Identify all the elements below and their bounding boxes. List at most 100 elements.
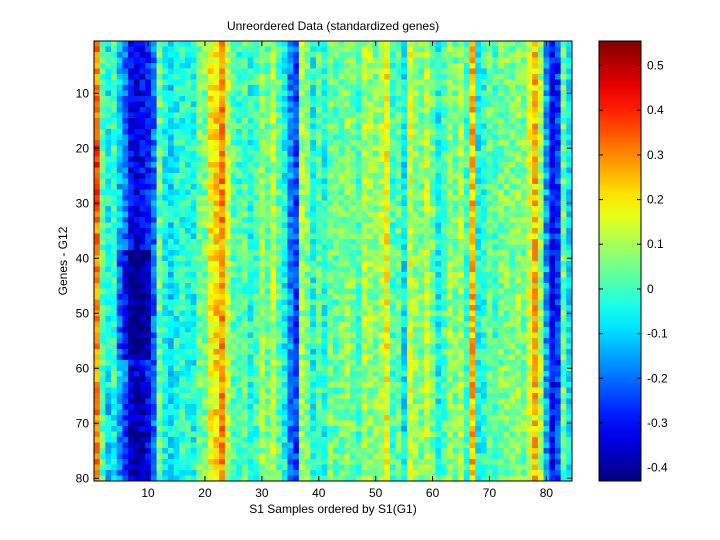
heatmap-cell — [298, 255, 305, 262]
heatmap-cell — [344, 85, 351, 91]
heatmap-cell — [475, 107, 482, 113]
heatmap-cell — [99, 294, 106, 300]
heatmap-cell — [469, 294, 476, 300]
heatmap-cell — [236, 272, 243, 278]
heatmap-cell — [281, 310, 288, 317]
heatmap-cell — [190, 200, 197, 207]
heatmap-cell — [281, 239, 288, 245]
heatmap-cell — [179, 288, 186, 295]
heatmap-cell — [236, 134, 243, 141]
heatmap-cell — [418, 327, 425, 333]
heatmap-cell — [492, 41, 499, 47]
heatmap-cell — [219, 217, 226, 223]
heatmap-cell — [509, 63, 516, 69]
heatmap-cell — [150, 360, 157, 366]
heatmap-cell — [338, 294, 345, 300]
heatmap-cell — [350, 118, 357, 124]
heatmap-cell — [367, 217, 374, 223]
heatmap-cell — [395, 222, 402, 229]
heatmap-cell — [321, 195, 328, 201]
heatmap-cell — [145, 272, 152, 278]
heatmap-cell — [116, 107, 123, 113]
heatmap-cell — [270, 167, 277, 174]
heatmap-cell — [116, 118, 123, 124]
heatmap-cell — [441, 244, 448, 251]
heatmap-cell — [219, 266, 226, 273]
heatmap-cell — [503, 85, 510, 91]
heatmap-cell — [315, 107, 323, 113]
heatmap-cell — [480, 294, 488, 300]
heatmap-cell — [139, 261, 146, 267]
heatmap-cell — [537, 288, 544, 295]
heatmap-cell — [202, 316, 209, 322]
heatmap-cell — [207, 189, 214, 196]
heatmap-cell — [355, 57, 362, 64]
heatmap-cell — [139, 79, 146, 86]
heatmap-cell — [128, 46, 135, 53]
heatmap-cell — [327, 173, 334, 179]
heatmap-cell — [560, 107, 567, 113]
heatmap-cell — [264, 173, 271, 179]
heatmap-cell — [162, 68, 169, 75]
heatmap-cell — [458, 85, 465, 91]
heatmap-cell — [418, 211, 425, 218]
heatmap-cell — [298, 101, 305, 108]
heatmap-cell — [99, 244, 106, 251]
heatmap-cell — [549, 288, 556, 295]
heatmap-cell — [327, 68, 334, 75]
heatmap-cell — [236, 305, 243, 311]
heatmap-cell — [224, 151, 231, 157]
heatmap-cell — [532, 156, 539, 163]
heatmap-cell — [463, 178, 470, 185]
heatmap-cell — [179, 349, 186, 355]
heatmap-cell — [304, 327, 311, 333]
heatmap-cell — [424, 250, 431, 256]
heatmap-cell — [520, 327, 527, 333]
heatmap-cell — [338, 354, 345, 361]
heatmap-cell — [549, 332, 556, 339]
heatmap-cell — [395, 85, 402, 91]
heatmap-cell — [241, 255, 249, 262]
heatmap-cell — [179, 316, 186, 322]
heatmap-cell — [207, 118, 214, 124]
heatmap-cell — [224, 134, 231, 141]
heatmap-cell — [344, 310, 351, 317]
heatmap-cell — [156, 327, 163, 333]
heatmap-cell — [486, 112, 493, 119]
heatmap-cell — [361, 321, 368, 328]
heatmap-cell — [395, 316, 402, 322]
heatmap-cell — [264, 299, 271, 306]
heatmap-cell — [139, 338, 146, 344]
heatmap-cell — [99, 41, 106, 47]
heatmap-cell — [566, 305, 573, 311]
heatmap-cell — [145, 239, 152, 245]
heatmap-cell — [145, 305, 152, 311]
y-axis-label: Genes - G12 — [56, 226, 70, 295]
heatmap-cell — [224, 112, 231, 119]
heatmap-cell — [492, 178, 499, 185]
heatmap-cell — [412, 299, 419, 306]
heatmap-cell — [241, 189, 249, 196]
heatmap-cell — [202, 63, 209, 69]
heatmap-cell — [213, 288, 220, 295]
heatmap-cell — [384, 129, 391, 135]
heatmap-cell — [315, 57, 323, 64]
heatmap-cell — [321, 261, 328, 267]
heatmap-cell — [350, 321, 357, 328]
heatmap-cell — [361, 162, 368, 168]
heatmap-cell — [315, 349, 323, 355]
heatmap-cell — [475, 151, 482, 157]
heatmap-cell — [133, 255, 140, 262]
heatmap-cell — [310, 244, 317, 251]
heatmap-cell — [219, 79, 226, 86]
heatmap-cell — [139, 96, 146, 102]
heatmap-cell — [498, 294, 505, 300]
heatmap-cell — [247, 206, 254, 212]
heatmap-cell — [543, 338, 550, 344]
heatmap-cell — [213, 167, 220, 174]
heatmap-cell — [179, 244, 186, 251]
heatmap-cell — [452, 46, 459, 53]
heatmap-cell — [372, 305, 379, 311]
heatmap-cell — [566, 57, 573, 64]
heatmap-cell — [207, 173, 214, 179]
